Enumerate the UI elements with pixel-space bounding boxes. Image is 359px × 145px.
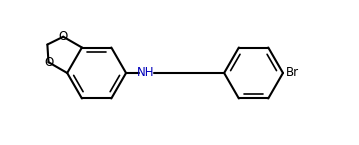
Text: O: O (44, 56, 53, 69)
Text: O: O (59, 30, 68, 43)
Text: NH: NH (137, 67, 154, 79)
Text: Br: Br (286, 67, 299, 79)
